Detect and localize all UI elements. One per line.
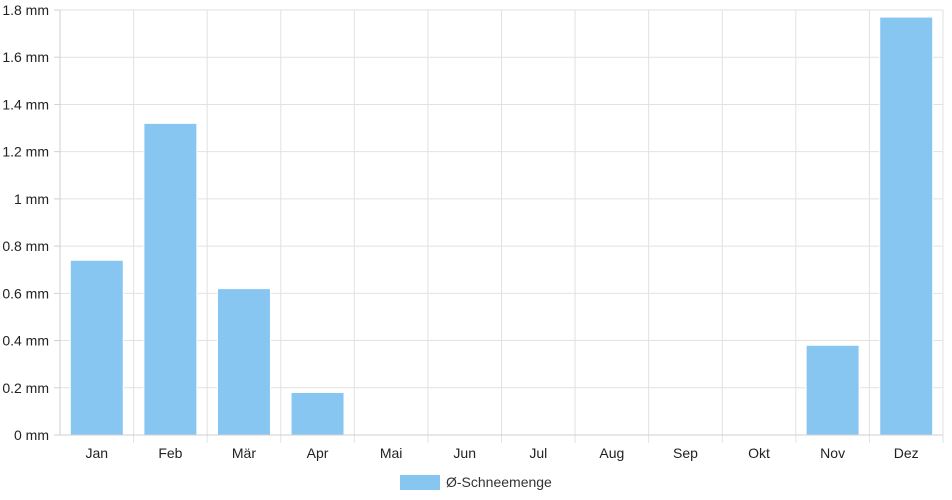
y-tick-label: 0 mm — [14, 427, 49, 443]
x-tick-label: Mär — [232, 445, 256, 461]
x-axis-ticks: Jan Feb Mär Apr Mai Jun Jul Aug Sep Okt Nov Dez — [86, 445, 919, 461]
bar-feb[interactable] — [143, 122, 198, 436]
bar-jan[interactable] — [69, 259, 124, 436]
grid-lines — [60, 9, 944, 443]
x-tick-label: Jan — [86, 445, 109, 461]
bar-mär[interactable] — [216, 288, 271, 436]
bars — [69, 16, 934, 436]
y-tick-label: 1.2 mm — [2, 144, 49, 160]
y-tick-label: 1.4 mm — [2, 96, 49, 112]
x-tick-label: Jun — [453, 445, 476, 461]
bar-nov[interactable] — [805, 344, 860, 436]
y-axis-ticks: 0 mm 0.2 mm 0.4 mm 0.6 mm 0.8 mm 1 mm 1.2 mm 1.… — [2, 2, 60, 443]
y-tick-label: 0.8 mm — [2, 238, 49, 254]
x-tick-label: Mai — [380, 445, 403, 461]
x-tick-label: Okt — [748, 445, 770, 461]
legend-label: Ø-Schneemenge — [446, 474, 552, 490]
x-tick-label: Dez — [894, 445, 919, 461]
bar-apr[interactable] — [290, 392, 345, 436]
legend[interactable]: Ø-Schneemenge — [400, 474, 552, 490]
y-tick-label: 1 mm — [14, 191, 49, 207]
y-tick-label: 0.4 mm — [2, 333, 49, 349]
y-tick-label: 0.2 mm — [2, 380, 49, 396]
bar-dez[interactable] — [879, 16, 934, 436]
legend-swatch — [400, 475, 440, 490]
x-tick-label: Feb — [158, 445, 182, 461]
y-tick-label: 1.6 mm — [2, 49, 49, 65]
x-tick-label: Nov — [820, 445, 845, 461]
axes — [59, 10, 943, 436]
x-tick-label: Aug — [599, 445, 624, 461]
x-tick-label: Apr — [307, 445, 329, 461]
x-tick-label: Sep — [673, 445, 698, 461]
x-tick-label: Jul — [529, 445, 547, 461]
y-tick-label: 1.8 mm — [2, 2, 49, 18]
y-tick-label: 0.6 mm — [2, 285, 49, 301]
